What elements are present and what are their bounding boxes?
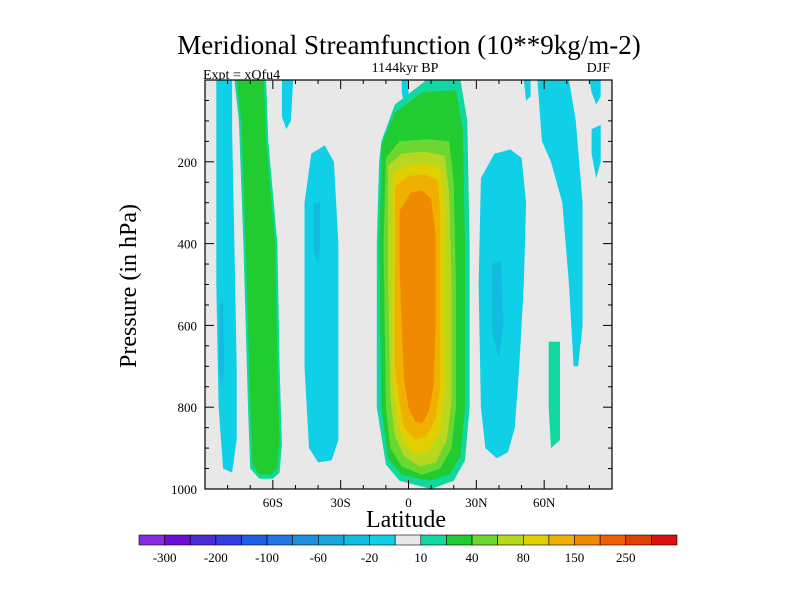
colorbar-label: 40 (466, 550, 479, 565)
colorbar-swatch (164, 534, 191, 546)
left-label: Expt = xQfu4 (203, 68, 280, 83)
colorbar-swatch (651, 534, 678, 546)
chart-title: Meridional Streamfunction (10**9kg/m-2) (177, 30, 640, 60)
colorbar-label: -20 (361, 550, 378, 565)
contour-sh-polar-cell-core (219, 300, 225, 391)
colorbar-swatch (369, 534, 396, 546)
x-tick-label: 30N (465, 495, 488, 510)
x-tick-label: 30S (331, 495, 351, 510)
colorbar-swatch (318, 534, 345, 546)
x-tick-label: 60S (263, 495, 283, 510)
contour-nh-blob-c (523, 80, 531, 101)
colorbar-swatch (292, 534, 319, 546)
colorbar-label: 80 (517, 550, 530, 565)
plot-area (205, 80, 612, 489)
colorbar-swatch (266, 534, 294, 546)
colorbar-swatch (241, 534, 268, 546)
colorbar-swatch (394, 534, 422, 546)
colorbar-label: -200 (204, 550, 228, 565)
colorbar-swatch (522, 534, 550, 546)
colorbar-label: -300 (153, 550, 177, 565)
x-tick-label: 0 (405, 495, 412, 510)
contour-nh-blob-a (589, 80, 601, 105)
colorbar-swatch (625, 534, 652, 546)
colorbar-swatch (215, 534, 242, 546)
x-tick-label: 60N (533, 495, 556, 510)
contour-sh-cell-upper-blob (281, 80, 294, 130)
y-tick-label: 600 (178, 318, 198, 333)
contour-nh-blob-b (591, 125, 601, 179)
colorbar-swatch (497, 534, 524, 546)
contour-sh-ferrel-cell (236, 80, 280, 475)
colorbar: -300 -200 -100 -60 -20 10 40 80 150 250 (138, 534, 678, 565)
colorbar-label: 250 (616, 550, 636, 565)
colorbar-label: -60 (310, 550, 327, 565)
y-axis-title: Pressure (in hPa) (116, 204, 142, 368)
colorbar-swatch (574, 534, 601, 546)
x-axis-title: Latitude (366, 507, 446, 533)
contour-nh-polar-direct (548, 341, 560, 449)
colorbar-swatch (471, 534, 498, 546)
right-label: DJF (587, 61, 611, 76)
colorbar-swatch (446, 534, 473, 546)
colorbar-swatch (138, 534, 165, 546)
contour-sh-strong-cell-core (313, 202, 321, 265)
contour-sh-strong-cell (304, 145, 339, 463)
contour-nh-polar-cell (537, 80, 583, 367)
y-tick-label: 200 (178, 155, 198, 170)
colorbar-swatch (189, 534, 217, 546)
y-tick-label: 400 (178, 237, 198, 252)
chart-subtitle: 1144kyr BP (372, 61, 439, 76)
contour-nh-cell-core (492, 260, 504, 359)
colorbar-label: 10 (414, 550, 427, 565)
axes: 60S 30S 0 30N 60N 200 400 600 800 1000 (171, 79, 613, 510)
y-tick-label: 1000 (171, 482, 197, 497)
colorbar-swatch (548, 534, 575, 546)
colorbar-swatch (420, 534, 447, 546)
colorbar-label: -100 (255, 550, 279, 565)
colorbar-label: 150 (565, 550, 585, 565)
colorbar-swatch (343, 534, 370, 546)
y-tick-label: 800 (178, 400, 198, 415)
colorbar-swatch (599, 534, 627, 546)
contour-hadley-150 (399, 190, 436, 424)
